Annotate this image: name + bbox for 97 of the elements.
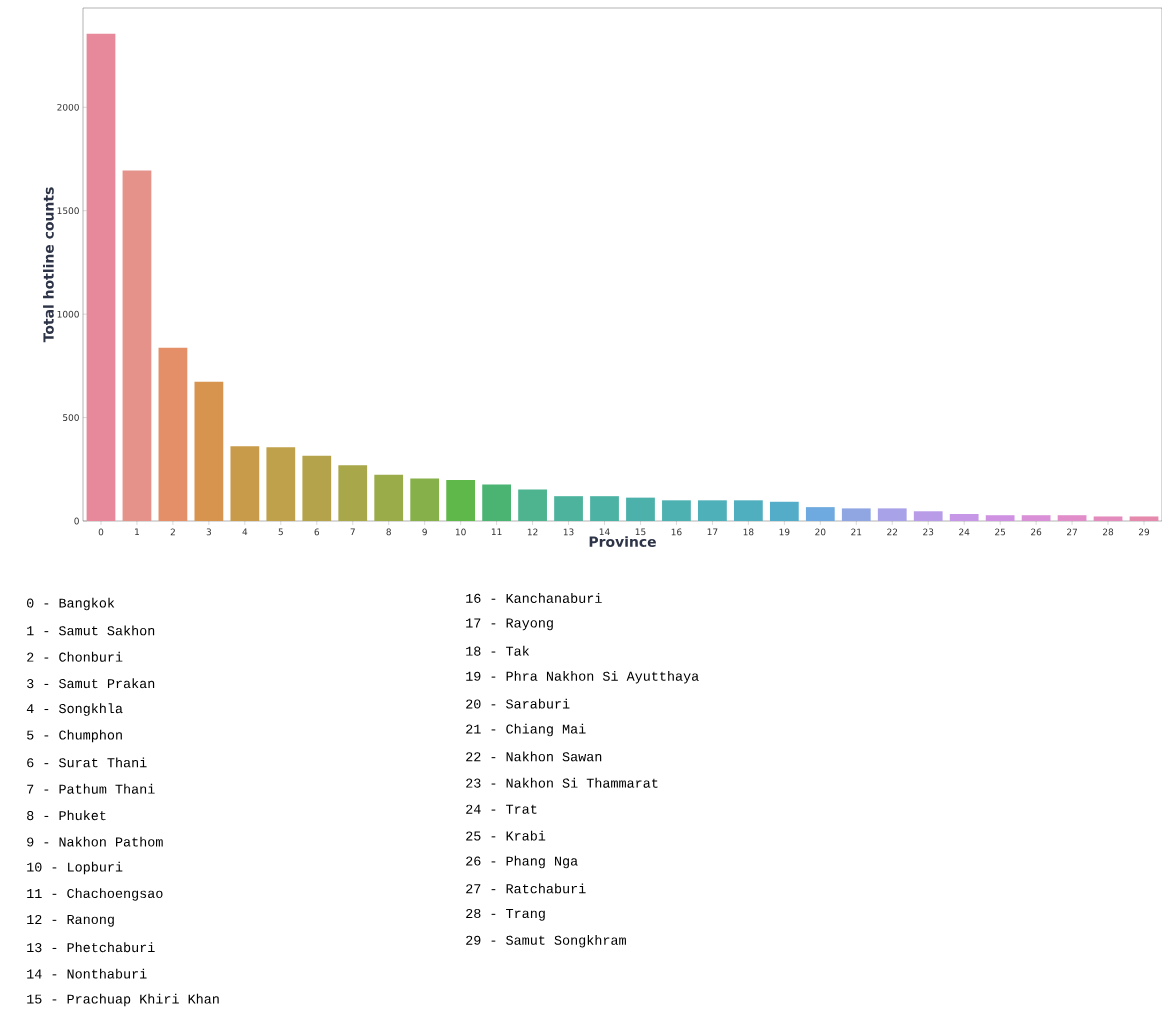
- text: 23 - Nakhon Si Thammarat: [466, 777, 658, 788]
- bar: [302, 455, 332, 522]
- text: 4 - Songkhla: [26, 703, 123, 716]
- text: 29 - Samut Songkhram: [466, 934, 626, 948]
- text: 7 - Pathum Thani: [27, 783, 155, 794]
- bar: [230, 446, 260, 522]
- x-tick-label: 5: [278, 528, 283, 536]
- text: 3 - Samut Prakan: [27, 678, 155, 689]
- bar: [985, 515, 1015, 522]
- text: 27 - Ratchaburi: [466, 883, 586, 894]
- bar: [841, 508, 871, 522]
- y-tick-label: 2000: [57, 103, 79, 111]
- bar: [338, 465, 368, 522]
- x-tick-label: 12: [527, 528, 538, 536]
- bar: [122, 170, 152, 522]
- text: 12 - Ranong: [27, 914, 114, 927]
- x-tick-label: 0: [98, 528, 104, 536]
- text: 10 - Lopburi: [27, 861, 123, 875]
- text: 16 - Kanchanaburi: [466, 593, 602, 603]
- x-tick-label: 4: [242, 528, 248, 536]
- bar: [86, 33, 116, 522]
- x-tick-label: 26: [1031, 528, 1042, 536]
- bar: [482, 484, 511, 522]
- bar: [1057, 515, 1087, 522]
- x-tick-label: 19: [779, 528, 790, 536]
- text: 22 - Nakhon Sawan: [466, 751, 602, 762]
- x-tick-label: 3: [206, 528, 212, 536]
- x-tick-label: 10: [455, 528, 466, 536]
- y-tick-label: 500: [63, 414, 79, 421]
- bar: [733, 500, 763, 522]
- y-axis-title: Total hotline counts: [43, 187, 54, 343]
- x-tick-label: 15: [635, 528, 646, 536]
- text: 1 - Samut Sakhon: [27, 625, 155, 636]
- text: 11 - Chachoengsao: [27, 888, 163, 901]
- text: 15 - Prachuap Khiri Khan: [27, 993, 219, 1007]
- text: 18 - Tak: [466, 645, 530, 656]
- text: 21 - Chiang Mai: [466, 723, 586, 737]
- bar: [805, 507, 835, 522]
- bar: [590, 496, 619, 522]
- text: 2 - Chonburi: [27, 651, 123, 662]
- x-tick-label: 9: [422, 528, 427, 536]
- bar: [1021, 515, 1051, 522]
- text: 28 - Trang: [466, 908, 545, 921]
- bar: [769, 501, 799, 522]
- bar: [877, 508, 907, 522]
- text: 5 - Chumphon: [27, 729, 122, 743]
- x-tick-label: 13: [563, 528, 574, 536]
- bar: [266, 447, 296, 522]
- bar: [410, 478, 440, 522]
- text: 17 - Rayong: [466, 618, 553, 631]
- x-tick-label: 29: [1138, 528, 1150, 536]
- x-tick-label: 1: [135, 528, 139, 536]
- x-tick-label: 28: [1102, 528, 1114, 536]
- x-axis-title: Province: [589, 536, 656, 547]
- text: 14 - Nonthaburi: [27, 968, 147, 979]
- x-tick-label: 24: [959, 528, 970, 536]
- text: 19 - Phra Nakhon Si Ayutthaya: [466, 670, 699, 684]
- bar: [446, 480, 476, 522]
- x-tick-label: 16: [671, 528, 682, 536]
- x-tick-label: 27: [1067, 528, 1078, 536]
- x-tick-label: 17: [707, 528, 718, 536]
- x-tick-label: 22: [887, 528, 898, 536]
- text: 6 - Surat Thani: [27, 757, 147, 768]
- x-tick-label: 2: [170, 528, 175, 536]
- bar: [518, 489, 547, 522]
- x-tick-label: 23: [923, 528, 934, 536]
- text: 0 - Bangkok: [27, 597, 115, 611]
- bar: [949, 513, 979, 522]
- text: 9 - Nakhon Pathom: [27, 836, 163, 847]
- x-tick-label: 14: [599, 528, 610, 536]
- bar: [1093, 516, 1123, 522]
- x-tick-label: 20: [815, 528, 826, 536]
- text: 13 - Phetchaburi: [27, 942, 155, 953]
- text: 25 - Krabi: [466, 830, 546, 841]
- x-tick-label: 11: [491, 528, 502, 536]
- text: 20 - Saraburi: [466, 698, 570, 709]
- x-tick-label: 25: [995, 528, 1006, 536]
- bar: [554, 496, 583, 522]
- x-tick-label: 7: [350, 528, 355, 536]
- text: 8 - Phuket: [27, 810, 106, 821]
- y-tick-label: 1500: [57, 207, 79, 215]
- bar: [626, 497, 655, 522]
- bar: [913, 511, 943, 522]
- bar: [662, 500, 691, 522]
- x-tick-label: 8: [386, 528, 391, 536]
- x-tick-label: 18: [743, 528, 754, 536]
- bar: [374, 474, 404, 522]
- x-tick-label: 6: [314, 528, 320, 536]
- bar: [1129, 516, 1159, 522]
- text: 24 - Trat: [466, 804, 537, 814]
- bar: [194, 381, 224, 522]
- bar: [698, 500, 727, 522]
- y-tick-label: 1000: [57, 310, 79, 318]
- text: 26 - Phang Nga: [466, 855, 578, 869]
- x-tick-label: 21: [851, 528, 862, 536]
- bar: [158, 347, 188, 522]
- y-tick-label: 0: [74, 517, 79, 525]
